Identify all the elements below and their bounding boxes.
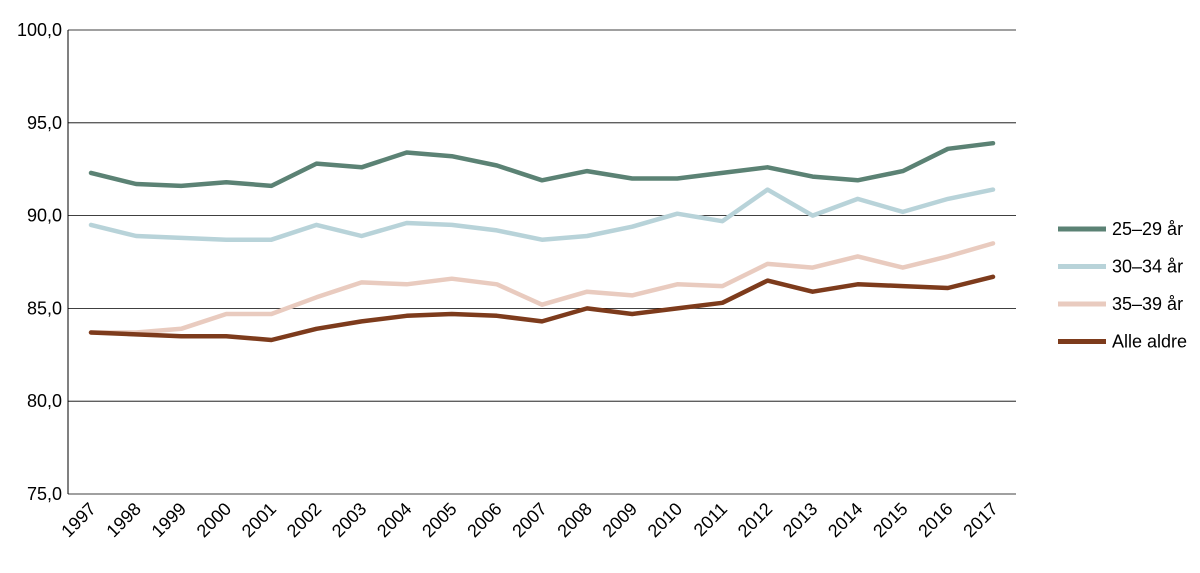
legend-label: Alle aldre <box>1112 332 1187 352</box>
x-tick-label: 2007 <box>508 499 550 541</box>
x-tick-label: 2009 <box>599 499 641 541</box>
x-tick-label: 2015 <box>869 499 911 541</box>
legend-label: 25–29 år <box>1112 219 1183 239</box>
legend-label: 35–39 år <box>1112 294 1183 314</box>
legend: 25–29 år 30–34 år 35–39 år Alle aldre <box>1058 219 1187 352</box>
y-tick-label: 95,0 <box>27 113 62 133</box>
series-line-1 <box>88 187 996 242</box>
x-tick-label: 2012 <box>734 499 776 541</box>
x-tick-label: 2010 <box>644 499 686 541</box>
series-line-0 <box>88 140 996 189</box>
x-tick-label: 2001 <box>238 499 280 541</box>
x-tick-label: 2000 <box>193 499 235 541</box>
x-tick-label: 2008 <box>553 499 595 541</box>
x-tick-label: 2013 <box>779 499 821 541</box>
legend-label: 30–34 år <box>1112 257 1183 277</box>
x-axis-ticks: 1997 1998 1999 2000 2001 2002 2003 2004 2005 2006… <box>57 499 1001 541</box>
y-tick-label: 100,0 <box>17 20 62 40</box>
legend-item: 30–34 år <box>1058 257 1183 277</box>
x-tick-label: 2017 <box>959 499 1001 541</box>
x-tick-label: 2005 <box>418 499 460 541</box>
x-tick-label: 2002 <box>283 499 325 541</box>
y-tick-label: 85,0 <box>27 298 62 318</box>
series-lines <box>88 140 996 343</box>
x-tick-label: 2004 <box>373 499 415 541</box>
x-tick-label: 1999 <box>148 499 190 541</box>
x-tick-label: 1998 <box>102 499 144 541</box>
legend-item: Alle aldre <box>1058 332 1187 352</box>
x-tick-label: 2011 <box>690 499 732 541</box>
legend-item: 35–39 år <box>1058 294 1183 314</box>
x-tick-label: 2006 <box>463 499 505 541</box>
x-tick-label: 2016 <box>914 499 956 541</box>
y-tick-label: 90,0 <box>27 206 62 226</box>
y-tick-label: 75,0 <box>27 484 62 504</box>
y-axis-ticks: 75,0 80,0 85,0 90,0 95,0 100,0 <box>17 20 62 504</box>
x-tick-label: 1997 <box>57 499 99 541</box>
y-tick-label: 80,0 <box>27 391 62 411</box>
legend-item: 25–29 år <box>1058 219 1183 239</box>
gridlines <box>67 29 1016 495</box>
x-tick-label: 2003 <box>328 499 370 541</box>
x-tick-label: 2014 <box>824 499 866 541</box>
